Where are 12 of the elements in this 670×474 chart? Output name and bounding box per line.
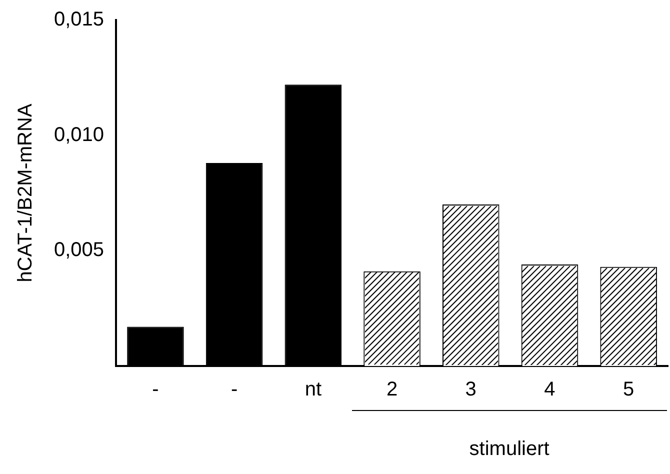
x-tick-label: - xyxy=(230,378,238,401)
x-tick-label: nt xyxy=(304,378,322,401)
y-axis-title: hCAT-1/B2M-mRNA xyxy=(14,103,37,282)
x-tick-label: 2 xyxy=(386,378,398,401)
text: stimuliert xyxy=(469,438,550,461)
x-tick-label: 5 xyxy=(623,378,634,401)
y-tick-label: 0,010 xyxy=(54,124,104,146)
x-tick-label: 3 xyxy=(465,378,476,401)
y-tick-label: 0,005 xyxy=(54,239,104,262)
x-tick-label: - xyxy=(152,378,159,401)
y-tick-label: 0,015 xyxy=(54,8,104,31)
x-tick-label: 4 xyxy=(544,378,556,401)
